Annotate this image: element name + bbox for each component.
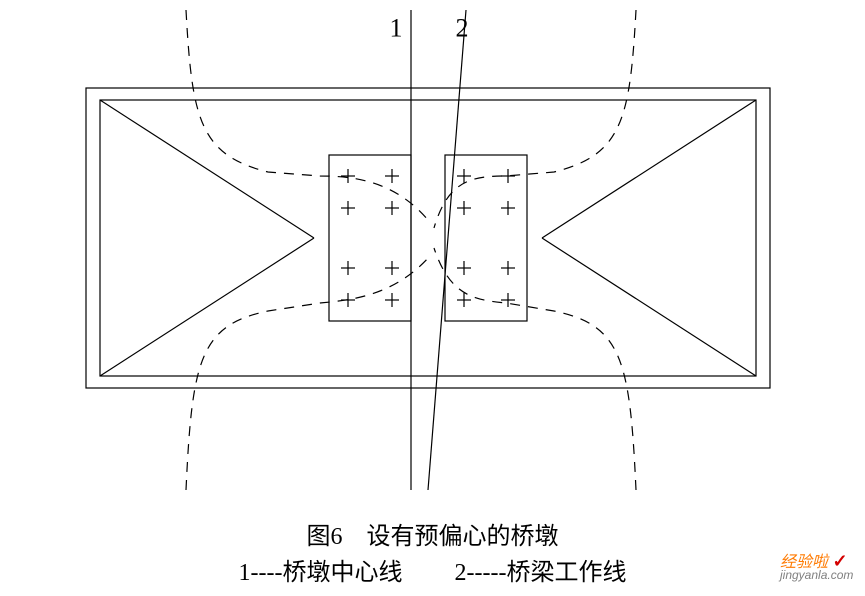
label-1: 1 (390, 13, 403, 42)
diagram-svg: 1 2 (0, 0, 865, 596)
outer-rect (86, 88, 770, 388)
label-2: 2 (456, 13, 469, 42)
inner-rect (100, 100, 756, 376)
legend-1: 1----桥墩中心线 (239, 560, 403, 586)
watermark-line2: jingyanla.com (780, 568, 853, 582)
pad-left (329, 155, 411, 321)
legend-2: 2-----桥梁工作线 (455, 560, 627, 586)
diagonals (100, 100, 756, 376)
pad-right (445, 155, 527, 321)
bridge-work-line (428, 10, 466, 490)
figure-caption-line2: 1----桥墩中心线 2-----桥梁工作线 (0, 552, 865, 587)
diagram-canvas: 1 2 图6 设有预偏心的桥墩 1----桥墩中心线 2-----桥梁工作线 经… (0, 0, 865, 596)
figure-caption-line1: 图6 设有预偏心的桥墩 (0, 516, 865, 551)
crosses-right (457, 169, 515, 307)
